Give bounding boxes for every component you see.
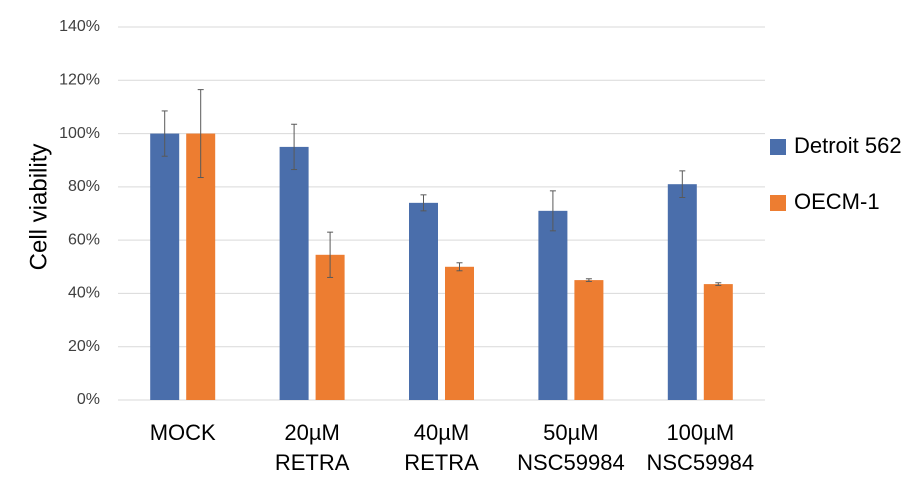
bar-detroit-562 xyxy=(279,146,309,400)
bar-oecm-1 xyxy=(445,266,474,400)
bars xyxy=(150,133,733,401)
gridlines xyxy=(118,26,765,401)
bar-detroit-562 xyxy=(667,184,697,400)
y-tick-label: 120% xyxy=(59,72,100,89)
y-axis-ticks: 0% 20% 40% 60% 80% 100% 120% 140% xyxy=(59,18,100,408)
x-category-line: NSC59984 xyxy=(517,450,625,475)
x-category-line: RETRA xyxy=(404,450,479,475)
y-axis-title: Cell viability xyxy=(25,144,52,271)
legend: Detroit 562 OECM-1 xyxy=(770,133,902,214)
x-category-label: 100µM NSC59984 xyxy=(646,420,754,475)
y-tick-label: 100% xyxy=(59,125,100,142)
y-tick-label: 60% xyxy=(68,231,100,248)
x-category-label: MOCK xyxy=(150,420,216,445)
x-category-line: MOCK xyxy=(150,420,216,445)
x-category-line: 40µM xyxy=(414,420,469,445)
y-tick-label: 0% xyxy=(77,391,100,408)
x-category-label: 20µM RETRA xyxy=(275,420,350,475)
x-category-line: 20µM xyxy=(284,420,339,445)
x-category-label: 50µM NSC59984 xyxy=(517,420,625,475)
bar-oecm-1 xyxy=(315,254,345,400)
x-category-line: RETRA xyxy=(275,450,350,475)
error-bars xyxy=(161,89,722,286)
bar-oecm-1 xyxy=(574,280,604,400)
x-axis-categories: MOCK 20µM RETRA 40µM RETRA 50µM NSC59984 100µM N… xyxy=(150,420,754,475)
legend-swatch xyxy=(770,195,786,211)
x-category-line: 100µM xyxy=(666,420,734,445)
bar-detroit-562 xyxy=(538,210,568,400)
legend-swatch xyxy=(770,139,786,155)
x-category-label: 40µM RETRA xyxy=(404,420,479,475)
bar-detroit-562 xyxy=(150,133,180,401)
x-category-line: NSC59984 xyxy=(646,450,754,475)
y-tick-label: 80% xyxy=(68,178,100,195)
y-tick-label: 40% xyxy=(68,285,100,302)
bar-oecm-1 xyxy=(703,284,733,400)
bar-detroit-562 xyxy=(409,202,438,400)
legend-label: Detroit 562 xyxy=(794,133,902,158)
y-tick-label: 140% xyxy=(59,18,100,35)
y-tick-label: 20% xyxy=(68,338,100,355)
legend-label: OECM-1 xyxy=(794,189,880,214)
x-category-line: 50µM xyxy=(543,420,598,445)
